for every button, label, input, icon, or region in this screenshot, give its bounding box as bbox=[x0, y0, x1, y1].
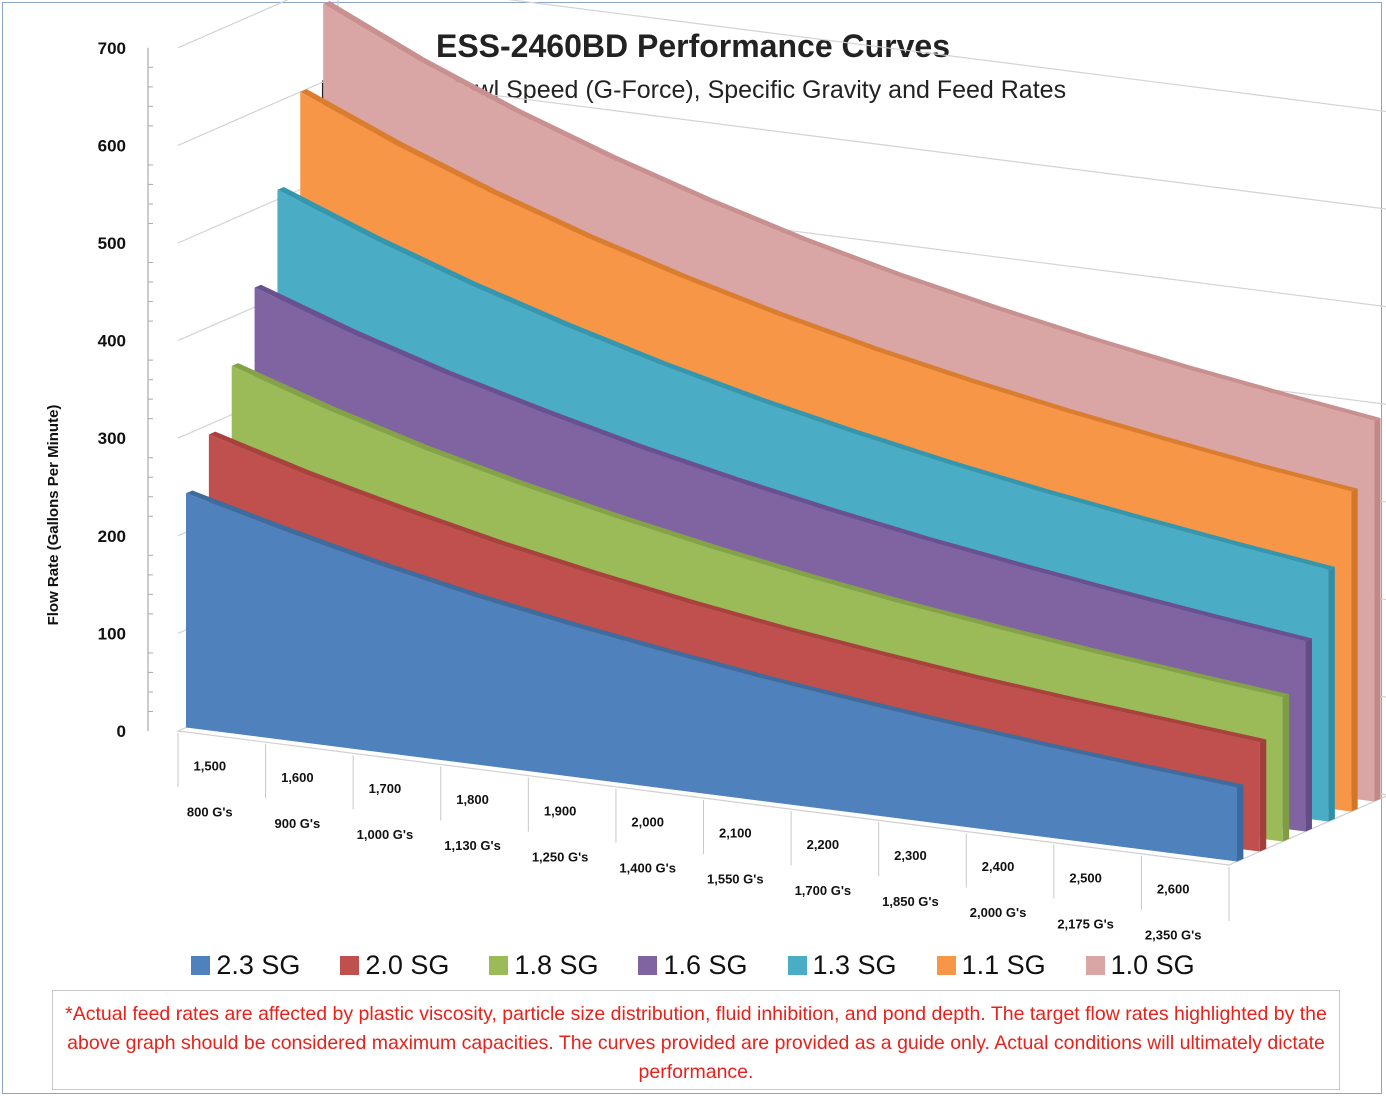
x-tick-label-gforce: 1,000 G's bbox=[357, 827, 414, 842]
x-tick-label-gforce: 1,550 G's bbox=[707, 872, 764, 887]
series-end-cap bbox=[1328, 566, 1335, 822]
legend-item: 1.1 SG bbox=[936, 950, 1046, 981]
legend-swatch bbox=[638, 956, 658, 975]
y-axis-label: Flow Rate (Gallons Per Minute) bbox=[45, 405, 62, 626]
legend-swatch bbox=[340, 956, 360, 975]
legend-label: 1.3 SG bbox=[812, 950, 897, 980]
x-tick-label-rpm: 2,200 bbox=[807, 837, 840, 852]
x-tick-label-rpm: 1,700 bbox=[369, 781, 402, 796]
legend-label: 1.0 SG bbox=[1110, 950, 1195, 980]
chart-legend: 2.3 SG 2.0 SG 1.8 SG 1.6 SG 1.3 SG 1.1 SG 1.0 … bbox=[0, 950, 1386, 981]
chart-axes: 0 100 200 300 400 500 600 700 1,500 800 G's 1,600 9… bbox=[98, 39, 1230, 942]
x-tick-label-rpm: 2,600 bbox=[1157, 881, 1190, 896]
legend-swatch bbox=[787, 956, 807, 975]
series-end-cap bbox=[1374, 418, 1381, 802]
x-tick-label-gforce: 2,350 G's bbox=[1145, 927, 1202, 942]
chart-title: ESS-2460BD Performance Curves bbox=[435, 28, 950, 64]
x-tick-label-rpm: 2,300 bbox=[894, 848, 927, 863]
x-tick-label-gforce: 1,130 G's bbox=[444, 838, 501, 853]
x-tick-label-gforce: 1,250 G's bbox=[532, 849, 589, 864]
series-end-cap bbox=[1305, 638, 1312, 832]
series-end-cap bbox=[1237, 784, 1244, 862]
legend-swatch bbox=[489, 956, 509, 975]
x-tick-label-gforce: 800 G's bbox=[187, 805, 233, 820]
legend-label: 2.3 SG bbox=[216, 950, 301, 980]
x-tick-label-gforce: 1,400 G's bbox=[619, 860, 676, 875]
y-tick-label: 400 bbox=[98, 332, 126, 351]
legend-swatch bbox=[936, 956, 956, 975]
legend-label: 2.0 SG bbox=[365, 950, 450, 980]
legend-item: 1.3 SG bbox=[787, 950, 897, 981]
back-gridline bbox=[507, 0, 1386, 113]
series-end-cap bbox=[1282, 694, 1290, 842]
footnote: *Actual feed rates are affected by plast… bbox=[52, 990, 1340, 1090]
x-tick-label-gforce: 2,175 G's bbox=[1057, 916, 1114, 931]
x-tick-label-rpm: 2,100 bbox=[719, 826, 752, 841]
y-tick-label: 300 bbox=[98, 429, 126, 448]
x-tick-label-gforce: 1,700 G's bbox=[795, 883, 852, 898]
x-tick-label-rpm: 2,000 bbox=[631, 814, 664, 829]
y-tick-label: 0 bbox=[117, 722, 126, 741]
legend-item: 1.8 SG bbox=[489, 950, 598, 981]
chart-series-group bbox=[186, 1, 1381, 862]
side-gridline bbox=[177, 74, 339, 146]
y-tick-label: 200 bbox=[98, 527, 126, 546]
legend-label: 1.6 SG bbox=[663, 950, 748, 980]
x-tick-label-gforce: 900 G's bbox=[275, 816, 321, 831]
back-gridline bbox=[337, 74, 1386, 210]
legend-item: 1.0 SG bbox=[1085, 950, 1195, 981]
series-front-face bbox=[186, 493, 1237, 862]
legend-label: 1.1 SG bbox=[961, 950, 1046, 980]
x-tick-label-rpm: 1,500 bbox=[194, 759, 227, 774]
series-end-cap bbox=[1259, 739, 1267, 852]
x-tick-label-gforce: 2,000 G's bbox=[970, 905, 1027, 920]
legend-swatch bbox=[1085, 956, 1105, 975]
legend-item: 2.3 SG bbox=[191, 950, 300, 981]
series-2.3-sg bbox=[186, 490, 1244, 862]
side-gridline bbox=[177, 0, 289, 49]
y-tick-label: 700 bbox=[98, 39, 126, 58]
series-end-cap bbox=[1351, 488, 1358, 812]
legend-swatch bbox=[191, 956, 211, 975]
legend-item: 1.6 SG bbox=[638, 950, 748, 981]
legend-label: 1.8 SG bbox=[514, 950, 599, 980]
legend-item: 2.0 SG bbox=[340, 950, 449, 981]
y-tick-label: 500 bbox=[98, 234, 126, 253]
x-tick-label-rpm: 2,500 bbox=[1069, 870, 1102, 885]
x-tick-label-rpm: 1,800 bbox=[456, 792, 489, 807]
y-tick-label: 100 bbox=[98, 624, 126, 643]
y-tick-label: 600 bbox=[98, 136, 126, 155]
x-tick-label-rpm: 2,400 bbox=[982, 859, 1015, 874]
x-tick-label-rpm: 1,600 bbox=[281, 770, 314, 785]
x-tick-label-rpm: 1,900 bbox=[544, 803, 577, 818]
x-tick-label-gforce: 1,850 G's bbox=[882, 894, 939, 909]
